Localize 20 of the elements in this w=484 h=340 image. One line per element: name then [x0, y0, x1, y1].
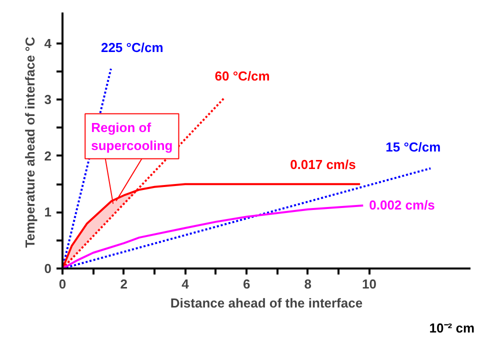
y-tick-label: 0: [44, 261, 52, 276]
series-label: 60 °C/cm: [214, 68, 270, 84]
y-tick-label: 3: [44, 92, 52, 108]
x-tick-label: 2: [120, 276, 128, 292]
y-tick-label: 4: [44, 36, 52, 51]
x-tick-label: 8: [304, 276, 312, 292]
annotation: Region of supercooling: [91, 120, 173, 153]
series-label: 0.017 cm/s: [290, 157, 356, 172]
series-label: 15 °C/cm: [386, 139, 441, 154]
x-axis-title: Distance ahead of the interface: [170, 296, 363, 310]
series-label: 0.002 cm/s: [369, 197, 435, 212]
y-tick-label: 1: [44, 204, 52, 220]
series-label: 225 °C/cm: [100, 40, 164, 55]
y-tick-label: 2: [44, 148, 52, 164]
text: 10⁻² cm: [429, 320, 475, 336]
x-tick-label: 4: [182, 276, 190, 292]
x-tick-label: 6: [242, 276, 250, 292]
x-tick-label: 0: [58, 276, 66, 292]
x-tick-label: 10: [362, 276, 377, 292]
y-axis-title: Temperature ahead of interface °C: [22, 36, 38, 248]
